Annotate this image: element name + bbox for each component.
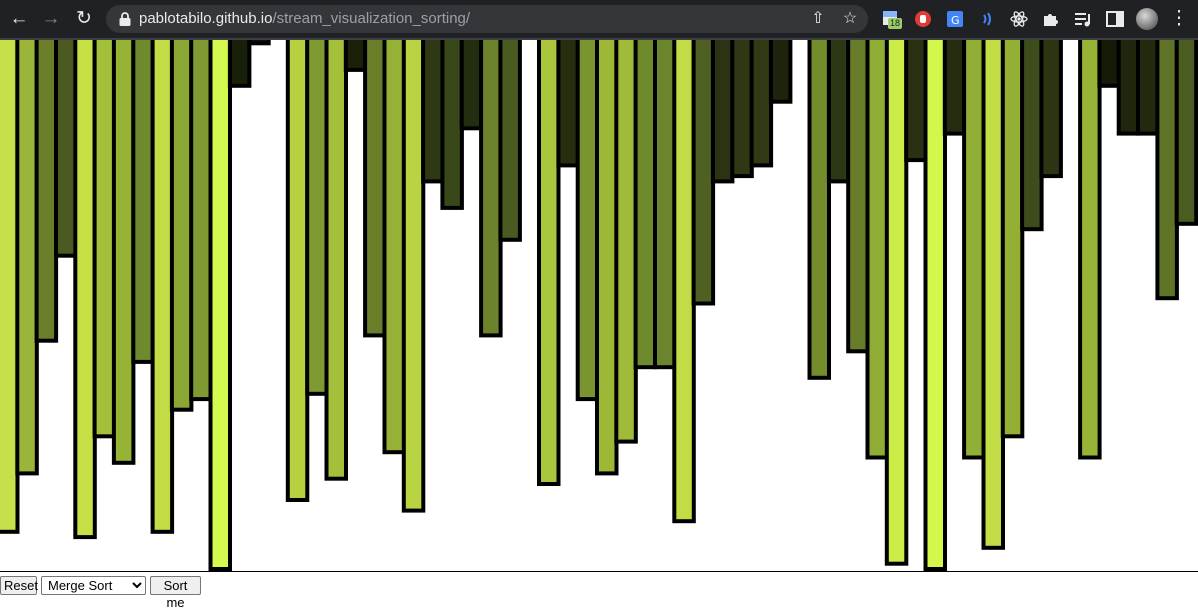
data-bar xyxy=(1078,40,1102,460)
data-bar xyxy=(865,40,889,460)
data-bar xyxy=(54,40,78,258)
data-bar xyxy=(34,40,59,343)
data-bar xyxy=(730,40,754,179)
data-bar xyxy=(498,40,522,242)
address-bar[interactable]: pablotabilo.github.io/stream_visualizati… xyxy=(106,5,868,33)
data-bar xyxy=(92,40,117,439)
puzzle-icon xyxy=(1044,14,1058,26)
data-bar xyxy=(111,40,136,465)
sidebar-toggle-icon xyxy=(1106,11,1124,27)
data-bar xyxy=(575,40,600,402)
data-bar xyxy=(884,40,909,566)
extension-audio-icon[interactable] xyxy=(976,8,998,30)
data-bar xyxy=(923,40,947,571)
translate-icon: G xyxy=(947,11,963,27)
data-bar xyxy=(73,40,97,540)
url-host: pablotabilo.github.io xyxy=(139,10,273,27)
bookmark-star-icon[interactable]: ☆ xyxy=(842,10,858,27)
extension-calendar-icon[interactable]: 18 xyxy=(880,8,902,30)
react-atom-icon xyxy=(1010,11,1028,27)
profile-avatar[interactable] xyxy=(1136,8,1158,30)
data-bar xyxy=(169,40,194,412)
data-bar xyxy=(440,40,464,210)
data-bar xyxy=(208,40,232,571)
reload-icon[interactable]: ↻ xyxy=(76,8,92,29)
data-bar xyxy=(150,40,175,534)
data-bar xyxy=(247,40,271,46)
data-bar xyxy=(1155,40,1179,301)
data-bar xyxy=(324,40,348,481)
data-bar xyxy=(305,40,329,396)
data-bar xyxy=(401,40,426,513)
extension-stop-hand-icon[interactable] xyxy=(912,8,934,30)
data-bar xyxy=(343,40,368,72)
data-bar xyxy=(363,40,387,338)
data-bar xyxy=(710,40,735,184)
data-bar xyxy=(382,40,406,455)
data-bar xyxy=(595,40,619,476)
data-bar xyxy=(633,40,658,370)
data-bar xyxy=(1000,40,1025,439)
algorithm-select[interactable]: Merge Sort xyxy=(41,576,146,595)
data-bar xyxy=(285,40,310,502)
svg-text:G: G xyxy=(951,14,960,27)
sound-waves-icon xyxy=(983,12,991,26)
data-bar xyxy=(1039,40,1063,179)
playlist-icon xyxy=(1075,13,1090,27)
extensions-puzzle-icon[interactable] xyxy=(1040,8,1062,30)
data-bar xyxy=(904,40,928,163)
data-bar xyxy=(1116,40,1141,136)
data-bar xyxy=(846,40,870,354)
media-queue-icon[interactable] xyxy=(1072,8,1094,30)
data-bar xyxy=(942,40,967,136)
data-bar xyxy=(227,40,252,88)
data-bar xyxy=(1136,40,1160,136)
url-text[interactable]: pablotabilo.github.io/stream_visualizati… xyxy=(139,11,470,27)
sorting-visualization xyxy=(0,40,1198,572)
data-bar xyxy=(1174,40,1198,226)
stop-hand-icon xyxy=(915,11,931,27)
data-bar xyxy=(0,40,20,534)
data-bar xyxy=(691,40,716,306)
data-bar xyxy=(614,40,638,444)
back-arrow-icon[interactable]: ← xyxy=(9,8,29,29)
data-bar xyxy=(1020,40,1044,232)
data-bar xyxy=(189,40,213,402)
data-bar xyxy=(131,40,155,364)
url-path: /stream_visualization_sorting/ xyxy=(272,10,471,27)
data-bar xyxy=(1097,40,1121,88)
data-bar xyxy=(962,40,986,460)
data-bar xyxy=(15,40,39,476)
sort-button[interactable]: Sort me xyxy=(150,576,201,610)
data-bar xyxy=(672,40,696,524)
data-bar xyxy=(459,40,484,131)
data-bar xyxy=(653,40,677,370)
data-bar xyxy=(981,40,1005,550)
forward-arrow-icon[interactable]: → xyxy=(41,8,61,29)
side-panel-icon[interactable] xyxy=(1104,8,1126,30)
data-bar xyxy=(421,40,445,184)
share-icon[interactable]: ⇧ xyxy=(811,10,825,27)
toolbar-divider xyxy=(0,38,1198,40)
browser-toolbar: ← → ↻ pablotabilo.github.io/stream_visua… xyxy=(0,0,1198,38)
extension-react-icon[interactable] xyxy=(1008,8,1030,30)
data-bar xyxy=(749,40,774,168)
extension-translate-icon[interactable]: G xyxy=(944,8,966,30)
reset-button[interactable]: Reset xyxy=(0,576,38,595)
data-bar xyxy=(768,40,793,104)
data-bar xyxy=(826,40,851,184)
data-bar xyxy=(556,40,580,168)
data-bar xyxy=(479,40,503,338)
data-bar xyxy=(537,40,561,486)
lock-icon xyxy=(119,12,131,26)
extension-badge: 18 xyxy=(888,18,902,29)
data-bar xyxy=(807,40,831,380)
more-menu-icon[interactable]: ⋮ xyxy=(1169,8,1189,29)
